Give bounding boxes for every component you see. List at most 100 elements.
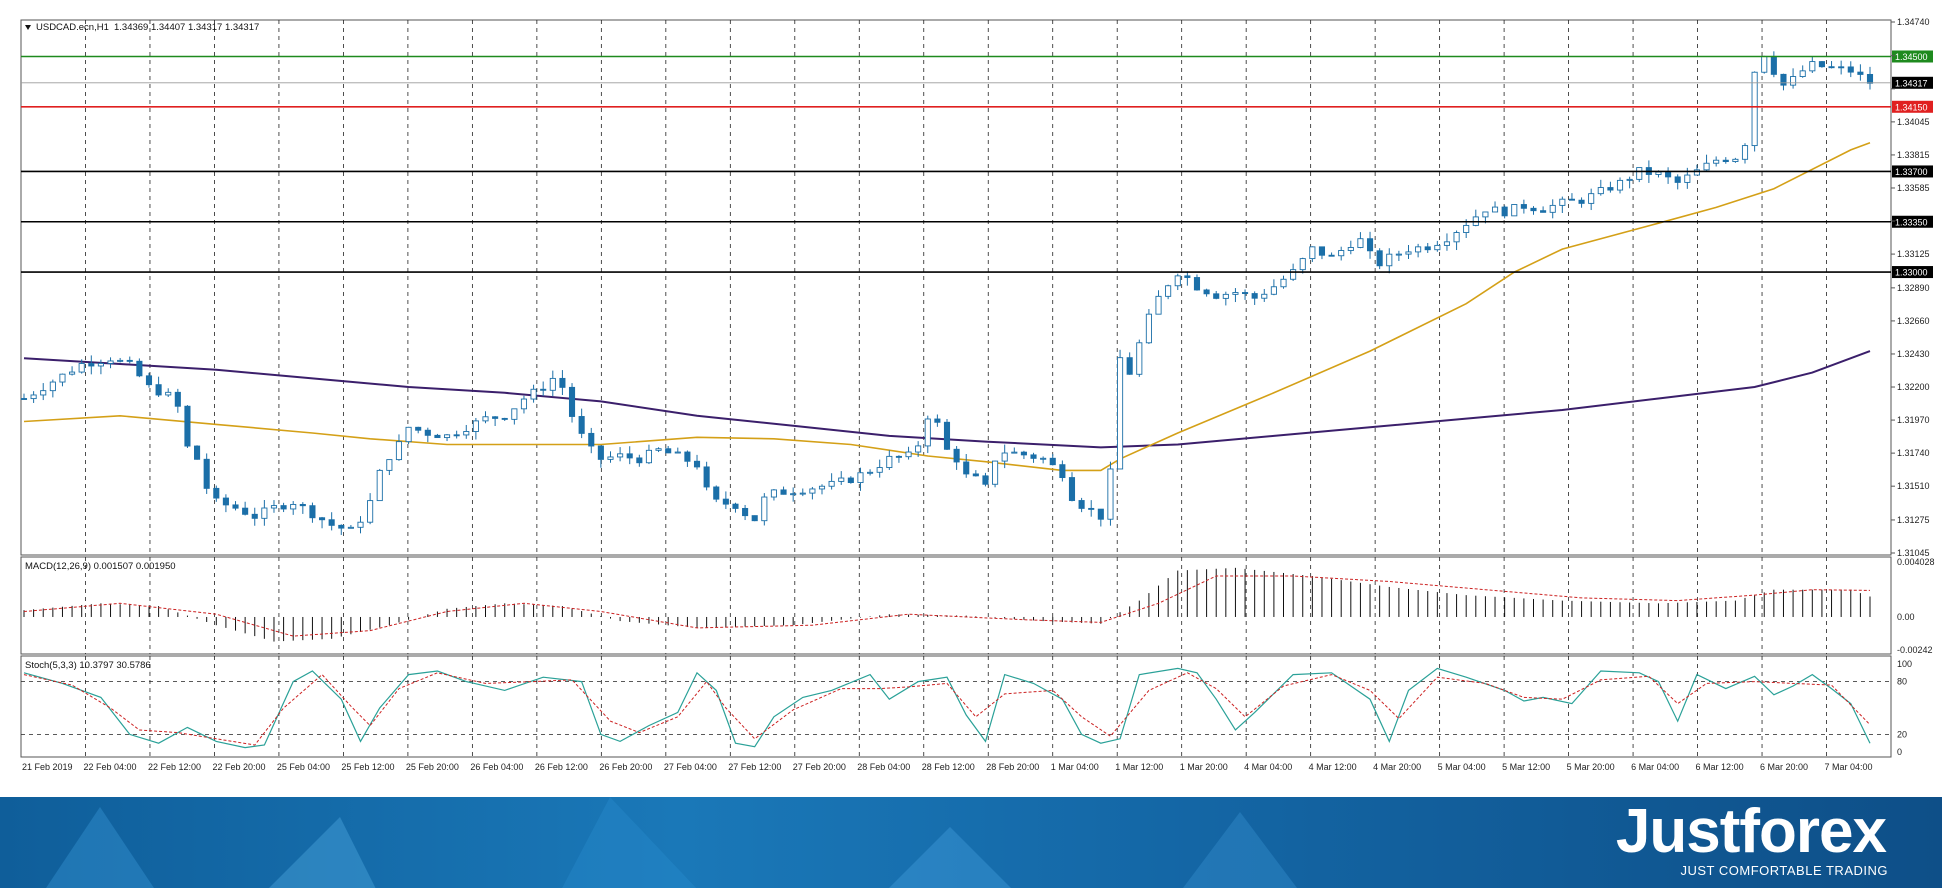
candle-bear bbox=[847, 477, 854, 484]
candle-bull bbox=[1684, 174, 1691, 183]
decor-triangle bbox=[260, 817, 380, 888]
chart-canvas: 1.34500 1.34317 1.34150 1.33700 1.33350 1.330… bbox=[20, 17, 1935, 772]
y-axis-labels: 1.34740 1.34045 1.33815 1.33585 1.33125 1.328… bbox=[1891, 17, 1935, 757]
candle-bull bbox=[905, 451, 912, 458]
candle-bull bbox=[809, 488, 816, 494]
candle-bear bbox=[424, 429, 431, 436]
candle-bear bbox=[963, 461, 970, 475]
price-level-label: 1.34317 bbox=[1895, 78, 1928, 88]
candle-bear bbox=[88, 363, 95, 367]
candle-bull bbox=[463, 431, 470, 436]
candle-bull bbox=[30, 394, 37, 400]
candle-bull bbox=[1761, 55, 1768, 73]
candle-bull bbox=[1511, 204, 1518, 217]
candle-bear bbox=[684, 451, 691, 462]
x-tick-label: 22 Feb 12:00 bbox=[148, 762, 201, 772]
candle-bull bbox=[1117, 357, 1124, 470]
collapse-arrow-icon[interactable] bbox=[25, 25, 31, 30]
candle-bear bbox=[1568, 198, 1575, 201]
candle-bull bbox=[270, 505, 278, 509]
candle-bull bbox=[1309, 246, 1316, 260]
macd-y-label: 0.00 bbox=[1897, 612, 1915, 622]
candle-bear bbox=[280, 505, 287, 510]
candle-bear bbox=[713, 486, 720, 500]
candle-bull bbox=[1357, 238, 1364, 248]
candle-bull bbox=[1799, 70, 1806, 77]
candle-bull bbox=[482, 416, 489, 422]
brand-tagline: JUST COMFORTABLE TRADING bbox=[1680, 863, 1888, 878]
candle-bull bbox=[655, 448, 662, 451]
candle-bull bbox=[530, 388, 537, 400]
candle-bull bbox=[165, 391, 172, 396]
candle-bull bbox=[1136, 342, 1143, 375]
candle-bull bbox=[97, 363, 104, 367]
candle-bear bbox=[155, 384, 162, 396]
x-axis-labels: 21 Feb 2019 22 Feb 04:00 22 Feb 12:00 22 Fe… bbox=[22, 762, 1873, 772]
candle-bull bbox=[40, 390, 47, 396]
candle-bull bbox=[818, 485, 826, 490]
candle-bull bbox=[443, 434, 451, 439]
candle-bull bbox=[992, 460, 999, 485]
candle-bull bbox=[1751, 71, 1758, 147]
candle-bear bbox=[1857, 71, 1864, 75]
candle-bear bbox=[1828, 66, 1835, 69]
candle-bull bbox=[761, 496, 768, 522]
candle-bear bbox=[1088, 507, 1095, 510]
candle-bull bbox=[367, 500, 374, 523]
price-level-tag bbox=[1892, 76, 1933, 89]
stoch-y-label: 0 bbox=[1897, 747, 1902, 757]
candle-bear bbox=[1866, 73, 1874, 84]
candle-bear bbox=[1578, 199, 1585, 204]
candle-bear bbox=[299, 503, 306, 507]
candle-bear bbox=[1049, 457, 1056, 466]
candle-bear bbox=[145, 375, 153, 386]
candle-bull bbox=[838, 477, 845, 482]
candle-bear bbox=[434, 434, 441, 439]
x-tick-label: 26 Feb 20:00 bbox=[599, 762, 652, 772]
x-tick-label: 27 Feb 12:00 bbox=[728, 762, 781, 772]
candle-bear bbox=[703, 466, 710, 488]
candle-bear bbox=[588, 432, 595, 447]
x-tick-label: 1 Mar 12:00 bbox=[1115, 762, 1163, 772]
price-level-label: 1.33350 bbox=[1895, 217, 1928, 227]
candle-bear bbox=[1722, 159, 1729, 163]
candle-bull bbox=[1222, 293, 1229, 299]
stoch-signal-line bbox=[23, 672, 1871, 746]
candle-bull bbox=[1040, 457, 1047, 460]
candle-bear bbox=[1184, 275, 1191, 278]
candle-bear bbox=[501, 417, 508, 420]
stoch-panel-frame bbox=[20, 655, 1892, 758]
x-tick-label: 28 Feb 04:00 bbox=[857, 762, 910, 772]
candle-bull bbox=[472, 420, 479, 432]
x-tick-label: 28 Feb 12:00 bbox=[922, 762, 975, 772]
price-levels: 1.34500 1.34317 1.34150 1.33700 1.33350 1.330… bbox=[21, 50, 1933, 279]
candle-bull bbox=[1107, 468, 1114, 520]
y-tick-label: 1.34045 bbox=[1897, 117, 1930, 127]
candle-bear bbox=[20, 398, 28, 400]
candle-bull bbox=[1174, 275, 1181, 287]
candle-bear bbox=[1078, 500, 1085, 509]
price-level-label: 1.34500 bbox=[1895, 52, 1928, 62]
candle-bear bbox=[242, 507, 249, 515]
y-tick-label: 1.32430 bbox=[1897, 349, 1930, 359]
candle-bear bbox=[1607, 187, 1614, 191]
decor-triangle bbox=[40, 807, 160, 888]
x-tick-label: 22 Feb 20:00 bbox=[212, 762, 265, 772]
x-tick-label: 26 Feb 04:00 bbox=[470, 762, 523, 772]
candle-bull bbox=[1491, 206, 1499, 213]
candle-bull bbox=[1482, 211, 1489, 218]
candle-bear bbox=[1318, 246, 1326, 256]
candle-bull bbox=[1597, 187, 1604, 195]
x-tick-label: 27 Feb 04:00 bbox=[664, 762, 717, 772]
candle-bull bbox=[1415, 246, 1422, 253]
candle-bear bbox=[338, 524, 345, 529]
candle-bull bbox=[1549, 204, 1556, 213]
stoch-series bbox=[23, 667, 1871, 749]
candle-bear bbox=[328, 519, 335, 526]
candle-bear bbox=[1847, 66, 1854, 73]
candle-bull bbox=[1732, 158, 1739, 163]
y-tick-label: 1.31740 bbox=[1897, 448, 1930, 458]
x-tick-label: 22 Feb 04:00 bbox=[83, 762, 136, 772]
candle-bear bbox=[1193, 277, 1201, 291]
y-tick-label: 1.32660 bbox=[1897, 316, 1930, 326]
